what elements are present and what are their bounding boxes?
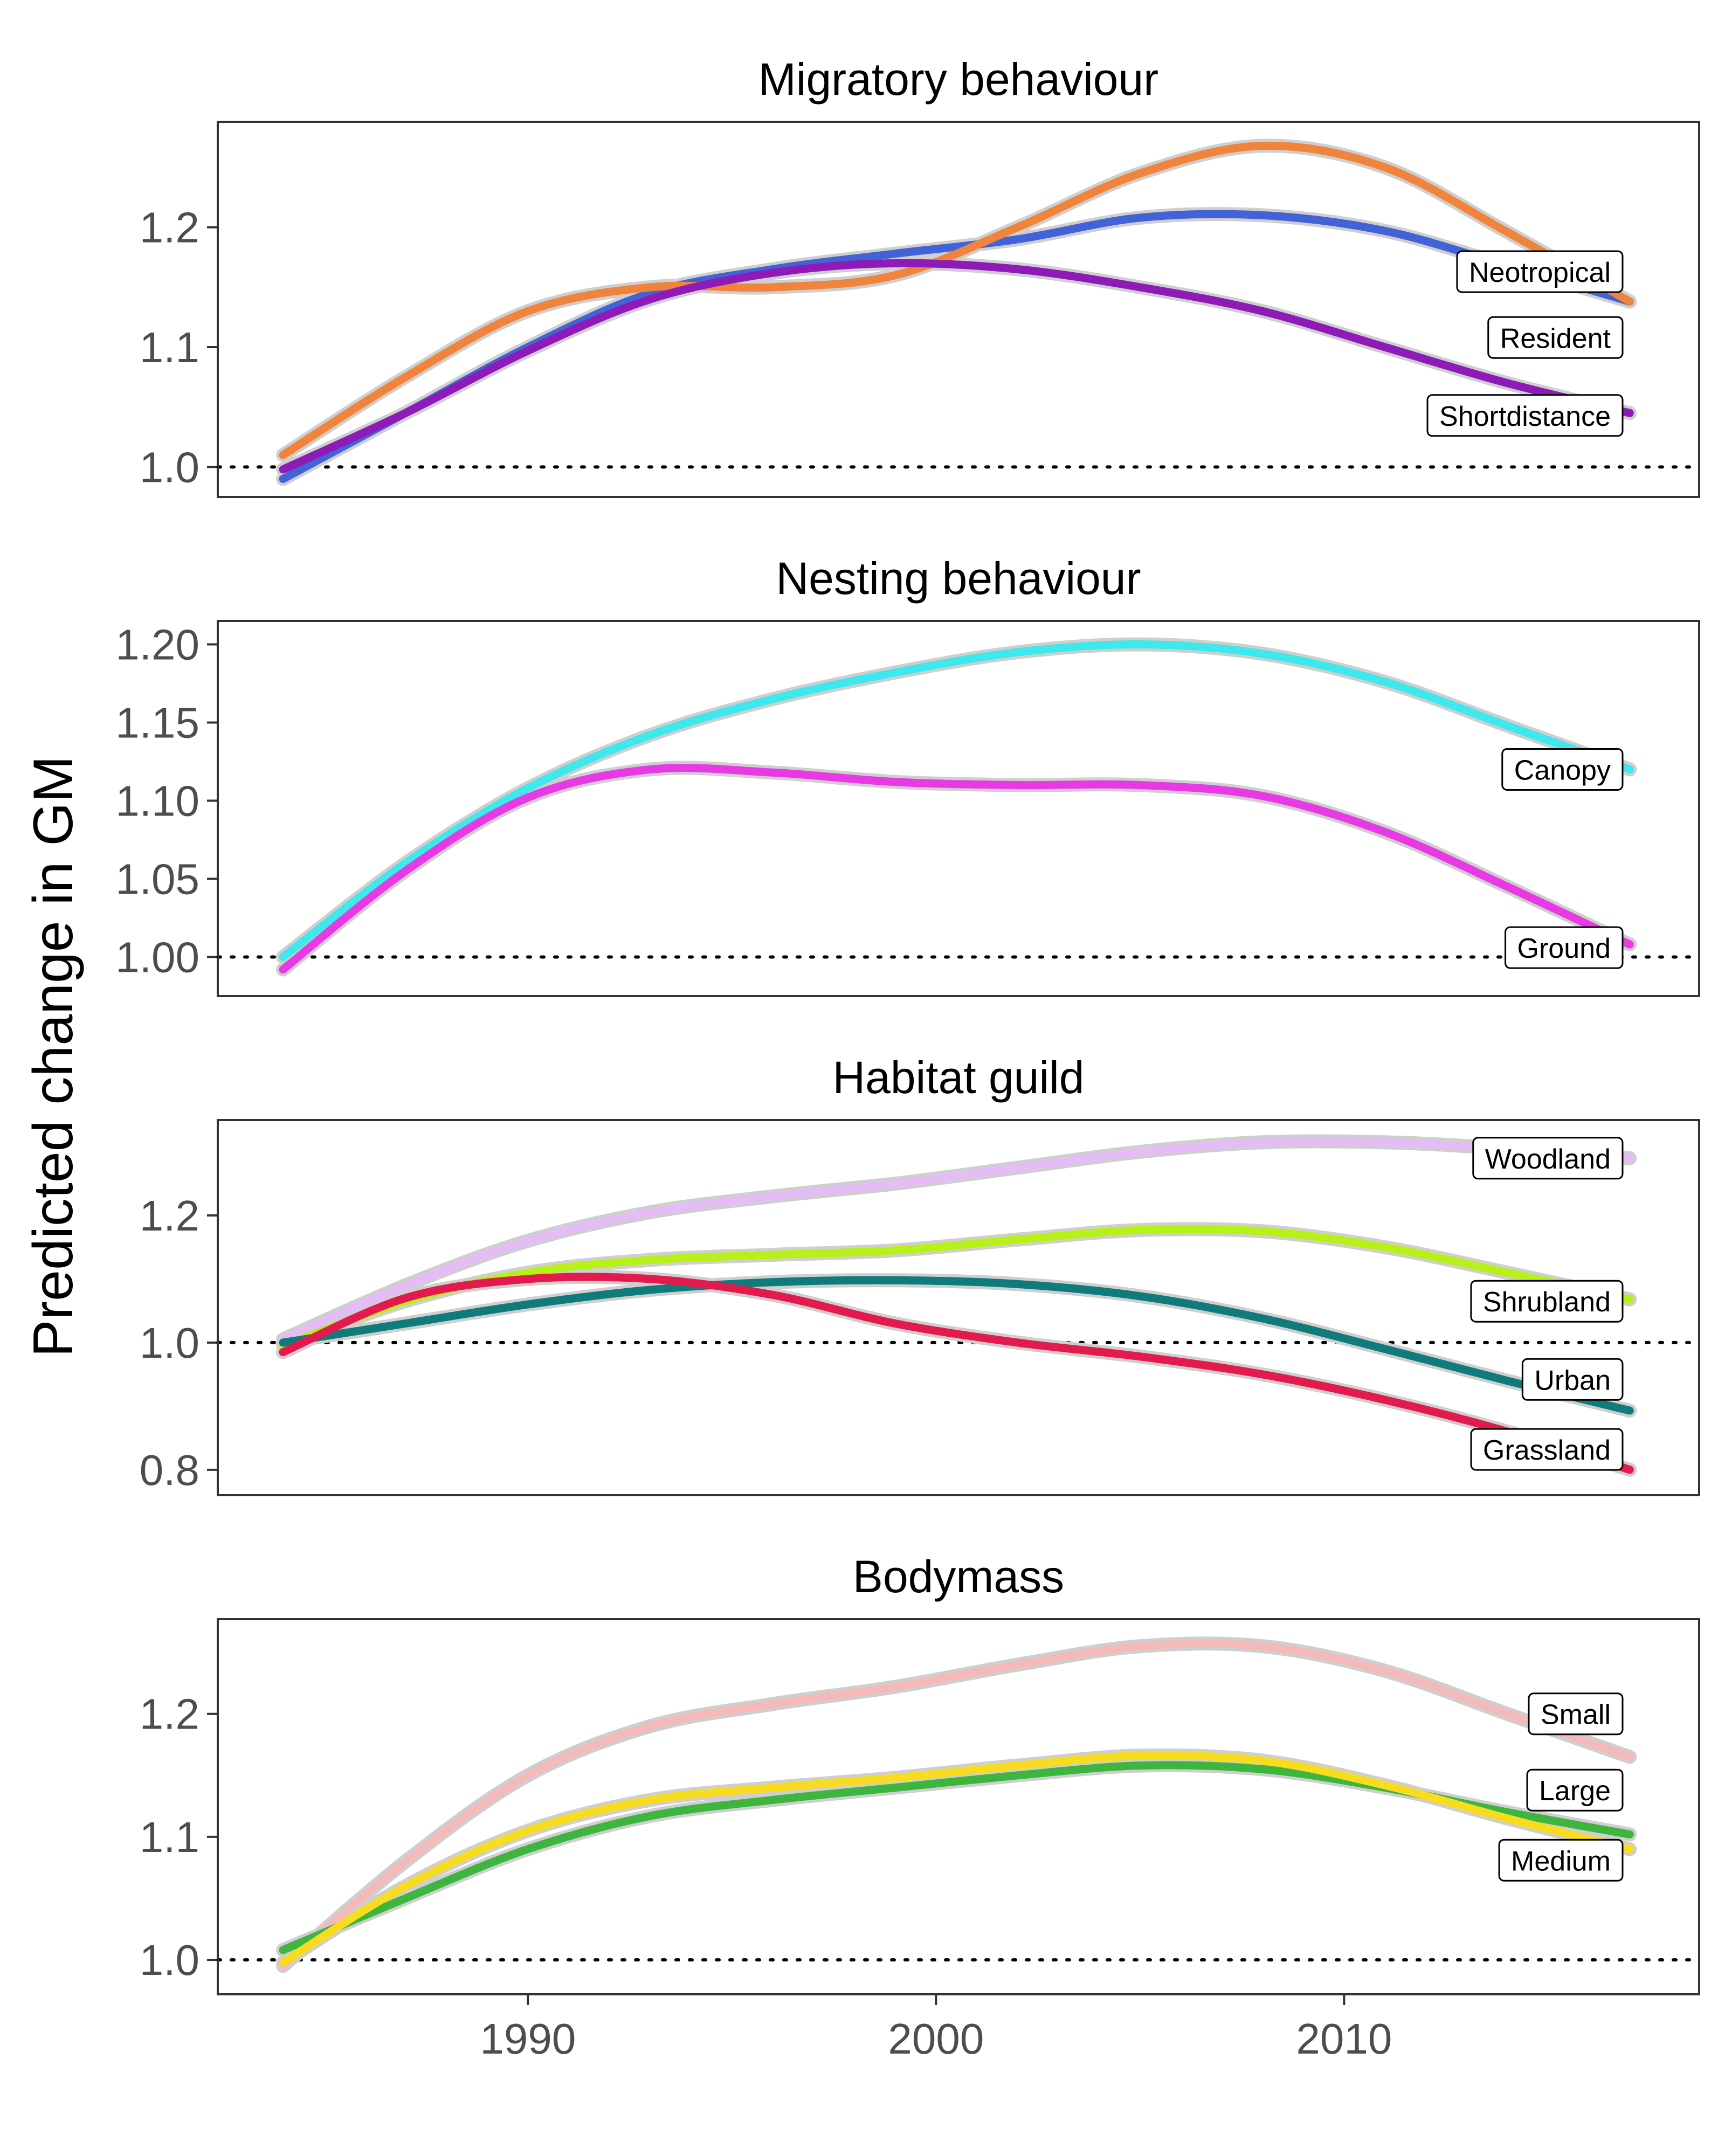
y-tick-label: 1.1	[140, 1813, 199, 1861]
series-line-shortdistance	[279, 259, 1634, 474]
y-tick-label: 1.1	[140, 323, 199, 371]
x-tick-label: 2000	[888, 2015, 984, 2063]
y-tick-label: 1.05	[115, 855, 199, 903]
panel-habitat-guild: Habitat guild 0.8 1.0 1.2 Woodland Shrubland U…	[140, 1052, 1701, 1496]
end-label-box	[1456, 250, 1624, 293]
end-label-text: Small	[1541, 1699, 1611, 1731]
y-tick-label: 0.8	[140, 1446, 199, 1494]
end-label-box	[1426, 394, 1624, 437]
panel-bodymass: Bodymass 1.0 1.1 1.2 Small Large Medium 1990 200…	[140, 1551, 1701, 2063]
y-axis-label: Predicted change in GM	[22, 756, 85, 1357]
end-label-box	[1528, 1692, 1624, 1736]
panel-title: Bodymass	[853, 1551, 1064, 1602]
confidence-band-ground	[276, 761, 1637, 977]
series-line-urban	[279, 1276, 1634, 1415]
series-line-medium	[279, 1751, 1634, 1967]
series-line-resident	[279, 141, 1634, 459]
x-tick-label: 1990	[480, 2015, 576, 2063]
y-tick-label: 1.0	[140, 1936, 199, 1984]
end-label-text: Shortdistance	[1439, 401, 1611, 432]
y-tick-label: 1.0	[140, 1319, 199, 1367]
panel-migratory-behaviour: Migratory behaviour 1.0 1.1 1.2 Neotropical R…	[140, 54, 1701, 498]
confidence-band-urban	[276, 1273, 1637, 1418]
end-label-text: Urban	[1534, 1365, 1611, 1396]
end-label-box	[1470, 1428, 1624, 1471]
y-tick-label: 1.0	[140, 443, 199, 491]
end-label-box	[1498, 1839, 1624, 1882]
panel-title: Migratory behaviour	[758, 54, 1158, 105]
end-label-text: Grassland	[1483, 1435, 1611, 1466]
panels: Migratory behaviour 1.0 1.1 1.2 Neotropical R…	[115, 54, 1701, 2063]
end-label-text: Large	[1539, 1775, 1611, 1807]
series-line-grassland	[279, 1273, 1634, 1474]
end-label-box	[1487, 316, 1624, 359]
series-line-canopy	[279, 640, 1634, 961]
end-label-box	[1470, 1280, 1624, 1323]
y-tick-label: 1.2	[140, 1192, 199, 1240]
confidence-band-canopy	[276, 637, 1637, 964]
panel-frame	[217, 121, 1700, 498]
y-tick-label: 1.2	[140, 204, 199, 252]
y-tick-label: 1.15	[115, 699, 199, 747]
panel-frame	[217, 620, 1700, 997]
end-label-text: Shrubland	[1483, 1287, 1611, 1318]
end-label-box	[1472, 1137, 1624, 1180]
end-label-box	[1505, 926, 1624, 969]
y-tick-label: 1.20	[115, 621, 199, 669]
panel-frame	[217, 1618, 1700, 1995]
panel-nesting-behaviour: Nesting behaviour 1.00 1.05 1.10 1.15 1.20 Can…	[115, 553, 1701, 997]
end-label-text: Resident	[1500, 323, 1611, 354]
series-line-small	[279, 1639, 1634, 1970]
end-label-box	[1526, 1768, 1624, 1812]
y-tick-label: 1.2	[140, 1690, 199, 1738]
end-label-text: Medium	[1511, 1846, 1611, 1877]
series-line-woodland	[279, 1137, 1634, 1344]
panel-title: Nesting behaviour	[776, 553, 1141, 604]
series-line-ground	[279, 764, 1634, 974]
end-label-text: Ground	[1517, 933, 1611, 964]
series-line-shrubland	[279, 1225, 1634, 1350]
end-label-text: Neotropical	[1469, 257, 1611, 288]
end-label-box	[1501, 748, 1624, 791]
end-label-box	[1521, 1358, 1624, 1401]
y-tick-label: 1.10	[115, 777, 199, 825]
y-tick-label: 1.00	[115, 934, 199, 982]
end-label-text: Canopy	[1514, 755, 1611, 786]
panel-frame	[217, 1119, 1700, 1496]
x-tick-label: 2010	[1296, 2015, 1392, 2063]
panel-title: Habitat guild	[833, 1052, 1085, 1103]
end-label-text: Woodland	[1485, 1144, 1611, 1175]
